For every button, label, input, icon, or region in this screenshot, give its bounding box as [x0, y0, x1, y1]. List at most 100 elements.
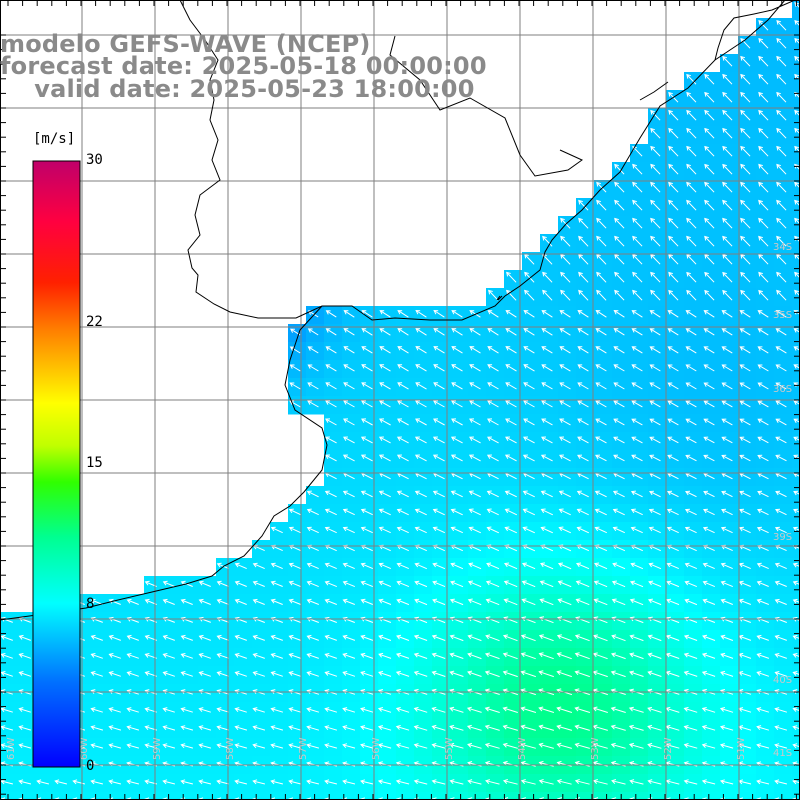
colorbar-tick-label: 8 [86, 596, 95, 613]
wind-arrow [704, 199, 715, 211]
wind-arrow [775, 382, 787, 390]
wind-arrow [775, 490, 787, 498]
wind-arrow [594, 562, 608, 570]
wind-arrow [632, 163, 643, 175]
wind-speed-cell [252, 792, 271, 800]
wind-arrow [451, 346, 463, 354]
wind-arrow [758, 217, 769, 229]
wind-arrow [306, 653, 319, 659]
wind-arrow [449, 779, 464, 785]
wind-arrow [757, 490, 769, 498]
wind-arrow [613, 382, 625, 390]
wind-arrow [667, 364, 679, 372]
wind-arrow [324, 725, 338, 731]
wind-arrow [523, 436, 535, 444]
wind-arrow [538, 670, 554, 678]
wind-arrow [216, 598, 229, 605]
wind-arrow [108, 653, 121, 659]
wind-arrow [467, 779, 482, 785]
wind-arrow [610, 706, 626, 713]
wind-arrow [756, 671, 770, 677]
wind-arrow [775, 328, 787, 336]
wind-arrow [758, 55, 769, 67]
wind-arrow [432, 454, 445, 462]
wind-arrow [395, 670, 410, 677]
wind-arrow [574, 779, 590, 785]
wind-arrow [377, 725, 392, 731]
wind-speed-cell [108, 792, 127, 800]
wind-arrow [467, 652, 482, 660]
wind-arrow [757, 328, 769, 336]
wind-arrow [632, 235, 643, 247]
wind-arrow [557, 616, 572, 624]
wind-arrow [758, 235, 769, 247]
wind-arrow [397, 400, 409, 408]
wind-arrow [758, 145, 769, 157]
wind-arrow [595, 400, 607, 408]
wind-arrow [414, 580, 428, 588]
wind-arrow [559, 310, 571, 318]
wind-arrow [740, 181, 751, 193]
wind-arrow [270, 671, 283, 677]
wind-speed-cell [792, 342, 800, 361]
wind-arrow [162, 779, 176, 785]
wind-arrow [432, 526, 446, 534]
wind-arrow [649, 418, 661, 426]
wind-arrow [432, 490, 445, 498]
wind-arrow [701, 725, 716, 731]
wind-arrow [628, 742, 644, 749]
wind-arrow [595, 346, 607, 354]
wind-arrow [324, 671, 338, 677]
wind-arrow [596, 289, 607, 301]
wind-arrow [577, 436, 589, 444]
wind-arrow [468, 526, 482, 534]
wind-arrow [488, 289, 499, 301]
wind-arrow [631, 418, 643, 426]
wind-arrow [613, 436, 625, 444]
wind-arrow [343, 382, 355, 390]
wind-arrow [704, 289, 715, 301]
wind-arrow [631, 328, 643, 336]
wind-arrow [721, 382, 733, 390]
wind-arrow [592, 634, 608, 642]
wind-speed-cell [792, 378, 800, 397]
wind-arrow [324, 598, 337, 605]
wind-arrow [610, 724, 626, 731]
wind-arrow [684, 634, 698, 641]
wind-speed-cell [144, 792, 163, 800]
wind-arrow [361, 364, 373, 372]
wind-arrow [288, 508, 301, 516]
wind-arrow [560, 235, 571, 247]
wind-arrow [396, 436, 409, 444]
wind-arrow [686, 91, 697, 103]
wind-speed-cell [792, 486, 800, 505]
wind-arrow [538, 706, 555, 713]
wind-arrow [325, 400, 337, 408]
wind-arrow [325, 436, 337, 444]
wind-arrow [632, 271, 643, 283]
wind-arrow [502, 724, 518, 731]
wind-arrow [740, 163, 751, 175]
wind-arrow [162, 743, 176, 749]
wind-arrow [538, 742, 554, 749]
wind-arrow [126, 779, 140, 785]
wind-arrow [593, 598, 608, 606]
wind-arrow [18, 743, 32, 749]
wind-arrow [198, 598, 211, 605]
wind-arrow [486, 490, 499, 498]
wind-arrow [469, 346, 481, 354]
wind-arrow [704, 181, 715, 193]
wind-arrow [413, 652, 428, 659]
wind-arrow [505, 310, 517, 318]
wind-arrow [378, 652, 392, 659]
wind-arrow [415, 400, 427, 408]
wind-arrow [721, 364, 733, 372]
wind-arrow [614, 199, 625, 211]
wind-arrow [775, 400, 787, 408]
forecast-date: forecast date: 2025-05-18 00:00:00 [0, 52, 487, 80]
wind-arrow [198, 580, 211, 587]
colorbar-tick-label: 15 [86, 455, 103, 471]
wind-arrow [668, 235, 679, 247]
wind-arrow [614, 217, 625, 229]
wind-arrow [629, 670, 644, 677]
